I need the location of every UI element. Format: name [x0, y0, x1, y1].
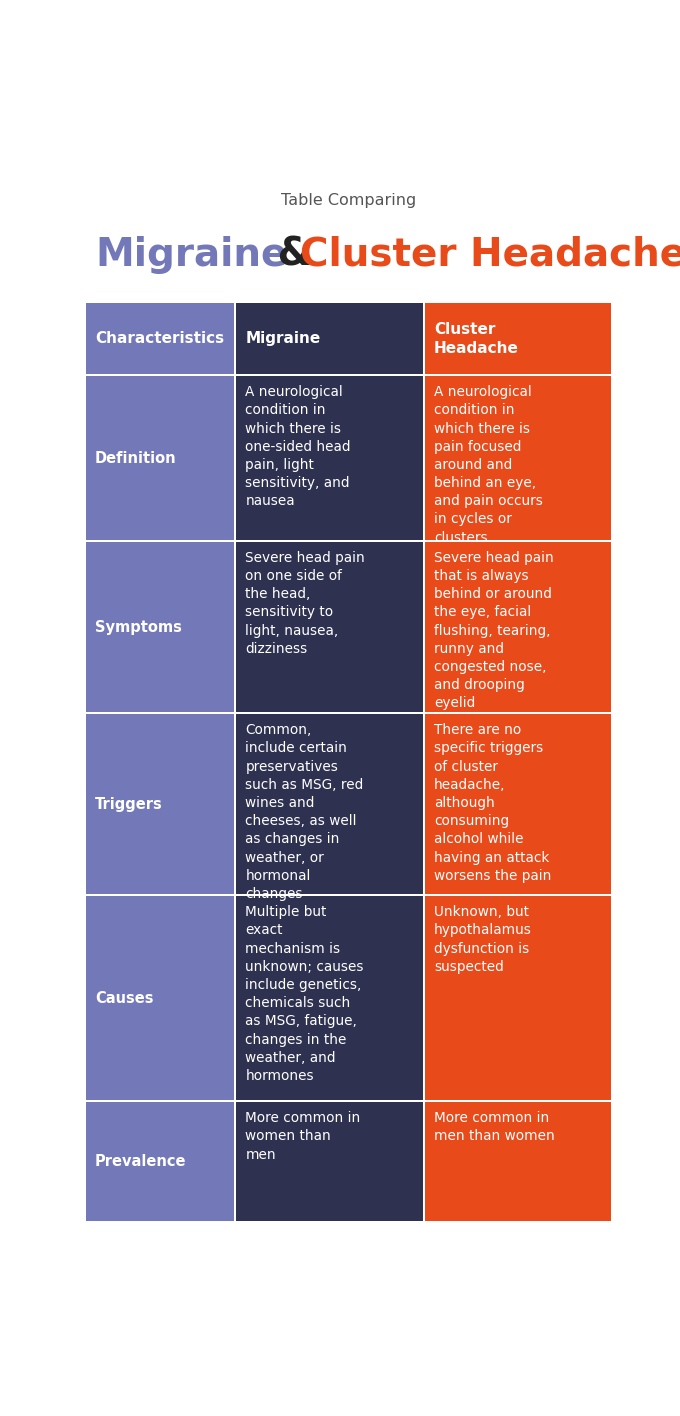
FancyBboxPatch shape [236, 896, 423, 1100]
FancyBboxPatch shape [425, 377, 611, 539]
Text: More common in
men than women: More common in men than women [434, 1112, 555, 1144]
Text: Migraine: Migraine [245, 331, 320, 347]
Text: A neurological
condition in
which there is
one-sided head
pain, light
sensitivit: A neurological condition in which there … [245, 385, 351, 508]
Text: Prevalence: Prevalence [95, 1154, 186, 1170]
Text: Cluster
Headache: Cluster Headache [434, 321, 519, 355]
FancyBboxPatch shape [425, 896, 611, 1100]
FancyBboxPatch shape [236, 542, 423, 712]
FancyBboxPatch shape [236, 303, 423, 374]
FancyBboxPatch shape [86, 896, 234, 1100]
FancyBboxPatch shape [86, 377, 234, 539]
FancyBboxPatch shape [236, 1102, 423, 1221]
Text: Characteristics: Characteristics [95, 331, 224, 347]
Text: Table Comparing: Table Comparing [281, 193, 416, 208]
FancyBboxPatch shape [86, 542, 234, 712]
FancyBboxPatch shape [425, 714, 611, 895]
FancyBboxPatch shape [86, 303, 234, 374]
Text: Common,
include certain
preservatives
such as MSG, red
wines and
cheeses, as wel: Common, include certain preservatives su… [245, 724, 364, 901]
FancyBboxPatch shape [86, 1102, 234, 1221]
Text: Multiple but
exact
mechanism is
unknown; causes
include genetics,
chemicals such: Multiple but exact mechanism is unknown;… [245, 905, 364, 1083]
Text: Causes: Causes [95, 991, 154, 1005]
FancyBboxPatch shape [425, 1102, 611, 1221]
Text: Severe head pain
that is always
behind or around
the eye, facial
flushing, teari: Severe head pain that is always behind o… [434, 551, 554, 711]
FancyBboxPatch shape [236, 377, 423, 539]
Text: Unknown, but
hypothalamus
dysfunction is
suspected: Unknown, but hypothalamus dysfunction is… [434, 905, 532, 974]
FancyBboxPatch shape [236, 714, 423, 895]
Text: There are no
specific triggers
of cluster
headache,
although
consuming
alcohol w: There are no specific triggers of cluste… [434, 724, 551, 882]
Text: Triggers: Triggers [95, 797, 163, 811]
Text: Cluster Headache: Cluster Headache [301, 235, 680, 273]
FancyBboxPatch shape [425, 303, 611, 374]
Text: Migraine: Migraine [95, 235, 288, 273]
FancyBboxPatch shape [86, 714, 234, 895]
Text: A neurological
condition in
which there is
pain focused
around and
behind an eye: A neurological condition in which there … [434, 385, 543, 545]
Text: Severe head pain
on one side of
the head,
sensitivity to
light, nausea,
dizzines: Severe head pain on one side of the head… [245, 551, 365, 656]
FancyBboxPatch shape [425, 542, 611, 712]
Text: &: & [264, 235, 325, 273]
Text: More common in
women than
men: More common in women than men [245, 1112, 360, 1161]
Text: Definition: Definition [95, 450, 177, 466]
Text: Symptoms: Symptoms [95, 620, 182, 634]
